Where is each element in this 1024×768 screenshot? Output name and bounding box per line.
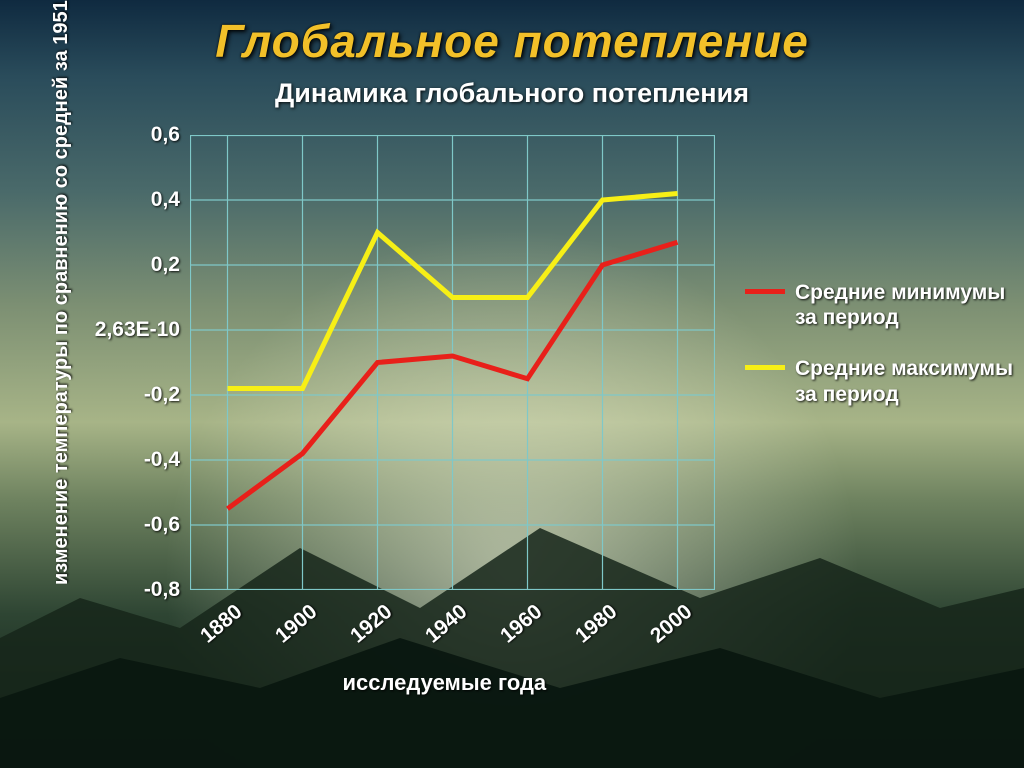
main-title: Глобальное потепление — [0, 14, 1024, 68]
y-tick-label: -0,2 — [80, 383, 180, 407]
y-tick-label: -0,8 — [80, 578, 180, 602]
y-tick-label: 0,4 — [80, 188, 180, 212]
legend: Средние минимумы за период Средние максим… — [745, 280, 1015, 433]
y-tick-label: -0,4 — [80, 448, 180, 472]
y-tick-label: 2,63E-10 — [80, 318, 180, 342]
x-axis-label: исследуемые года — [343, 670, 547, 696]
chart-subtitle: Динамика глобального потепления — [0, 78, 1024, 109]
legend-item: Средние максимумы за период — [745, 356, 1015, 406]
legend-item: Средние минимумы за период — [745, 280, 1015, 330]
y-tick-label: -0,6 — [80, 513, 180, 537]
legend-label: Средние максимумы за период — [795, 356, 1015, 406]
chart-plot — [190, 135, 715, 590]
legend-swatch — [745, 289, 785, 294]
y-axis-label: изменение температуры по сравнению со ср… — [50, 130, 73, 585]
legend-label: Средние минимумы за период — [795, 280, 1015, 330]
legend-swatch — [745, 365, 785, 370]
y-tick-label: 0,6 — [80, 123, 180, 147]
y-tick-label: 0,2 — [80, 253, 180, 277]
